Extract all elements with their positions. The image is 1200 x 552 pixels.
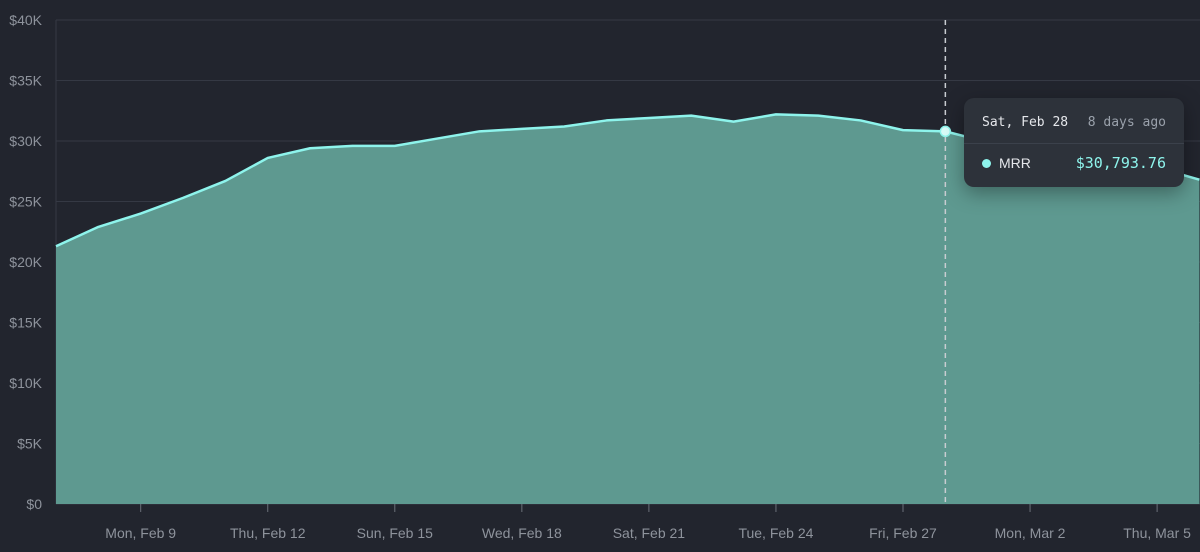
y-tick-label: $0	[26, 496, 42, 512]
x-tick-label: Sun, Feb 15	[357, 525, 433, 541]
tooltip-header: Sat, Feb 28 8 days ago	[982, 112, 1166, 132]
series-color-dot-icon	[982, 158, 991, 168]
chart-tooltip: Sat, Feb 28 8 days ago MRR $30,793.76	[964, 98, 1184, 187]
tooltip-series-name: MRR	[999, 155, 1031, 171]
y-tick-label: $30K	[9, 133, 42, 149]
x-axis[interactable]: Mon, Feb 9 Thu, Feb 12 Sun, Feb 15 Wed, Feb…	[105, 504, 1191, 541]
y-tick-label: $20K	[9, 254, 42, 270]
y-tick-label: $15K	[9, 315, 42, 331]
hover-layer	[939, 20, 952, 504]
tooltip-relative-time: 8 days ago	[1087, 114, 1166, 130]
y-axis: $0 $5K $10K $15K $20K $25K $30K $35K $40K	[9, 12, 42, 512]
x-tick-label: Fri, Feb 27	[869, 525, 937, 541]
x-tick-label: Wed, Feb 18	[482, 525, 562, 541]
tooltip-divider	[964, 143, 1184, 144]
x-tick-label: Mon, Feb 9	[105, 525, 176, 541]
tooltip-series-row: MRR $30,793.76	[982, 152, 1166, 174]
hover-point-marker	[939, 125, 952, 138]
mrr-area-fill	[56, 114, 1200, 504]
x-tick-label: Thu, Mar 5	[1123, 525, 1191, 541]
y-tick-label: $10K	[9, 375, 42, 391]
tooltip-series-value: $30,793.76	[1075, 154, 1166, 172]
x-tick-label: Sat, Feb 21	[613, 525, 686, 541]
y-tick-label: $25K	[9, 194, 42, 210]
x-tick-label: Tue, Feb 24	[738, 525, 813, 541]
tooltip-date: Sat, Feb 28	[982, 114, 1069, 130]
tooltip-series-label: MRR	[982, 155, 1031, 171]
x-tick-label: Thu, Feb 12	[230, 525, 306, 541]
y-tick-label: $35K	[9, 73, 42, 89]
x-tick-label: Mon, Mar 2	[995, 525, 1066, 541]
y-tick-label: $40K	[9, 12, 42, 28]
y-tick-label: $5K	[17, 436, 43, 452]
